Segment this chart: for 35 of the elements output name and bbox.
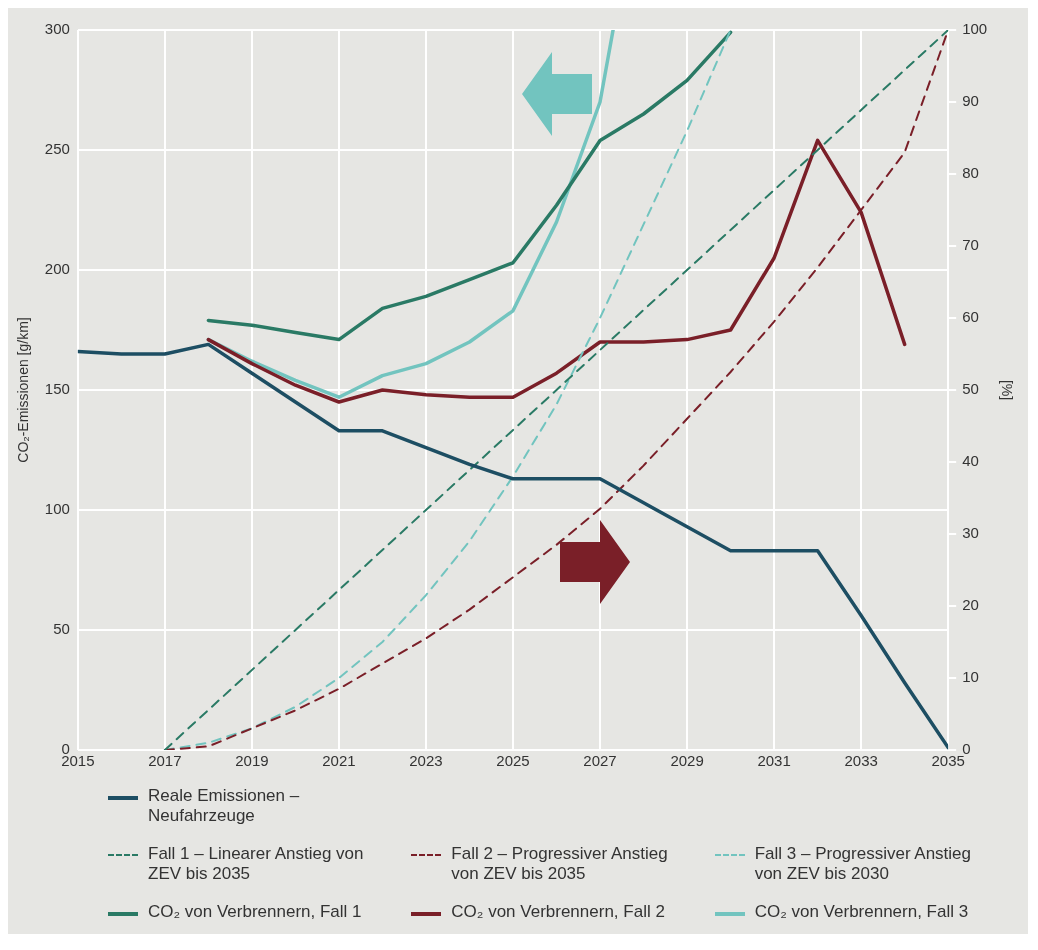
- y2-tick-label: 10: [962, 668, 979, 686]
- legend-label: Fall 1 – Linearer Anstieg von ZEV bis 2035: [148, 844, 365, 884]
- y2-tick-label: 40: [962, 452, 979, 470]
- legend-label: CO₂ von Verbrennern, Fall 3: [754, 902, 969, 922]
- x-tick-label: 2019: [235, 752, 269, 770]
- y2-tick-label: 0: [962, 740, 971, 758]
- legend-label: CO₂ von Verbrennern, Fall 2: [451, 902, 665, 922]
- x-tick-label: 2017: [148, 752, 182, 770]
- legend-label: Fall 2 – Progressiver Anstieg von ZEV bis 2035: [451, 844, 669, 884]
- y-tick-label: 50: [53, 620, 70, 638]
- legend-label: Reale Emissionen – Neufahrzeuge: [148, 786, 301, 826]
- y2-tick-label: 80: [962, 164, 979, 182]
- y2-tick-label: 50: [962, 380, 979, 398]
- x-tick-label: 2033: [844, 752, 878, 770]
- y-axis-title: CO₂-Emissionen [g/km]: [15, 317, 32, 463]
- x-tick-label: 2025: [496, 752, 530, 770]
- y-tick-label: 150: [44, 380, 70, 398]
- x-tick-label: 2027: [583, 752, 617, 770]
- y-tick-label: 300: [44, 20, 70, 38]
- y-tick-label: 200: [44, 260, 70, 278]
- x-tick-label: 2023: [409, 752, 443, 770]
- x-tick-label: 2031: [757, 752, 791, 770]
- y2-axis-title: [%]: [998, 379, 1015, 401]
- y2-tick-label: 70: [962, 236, 979, 254]
- y2-tick-label: 60: [962, 308, 979, 326]
- y2-tick-label: 20: [962, 596, 979, 614]
- x-tick-label: 2021: [322, 752, 356, 770]
- y2-tick-label: 100: [962, 20, 988, 38]
- legend-label: Fall 3 – Progressiver Anstieg von ZEV bis 2030: [754, 844, 973, 884]
- y-tick-label: 100: [44, 500, 70, 518]
- legend-label: CO₂ von Verbrennern, Fall 1: [148, 902, 362, 922]
- y2-tick-label: 90: [962, 92, 979, 110]
- y2-tick-label: 30: [962, 524, 979, 542]
- x-tick-label: 2029: [670, 752, 704, 770]
- y-tick-label: 250: [44, 140, 70, 158]
